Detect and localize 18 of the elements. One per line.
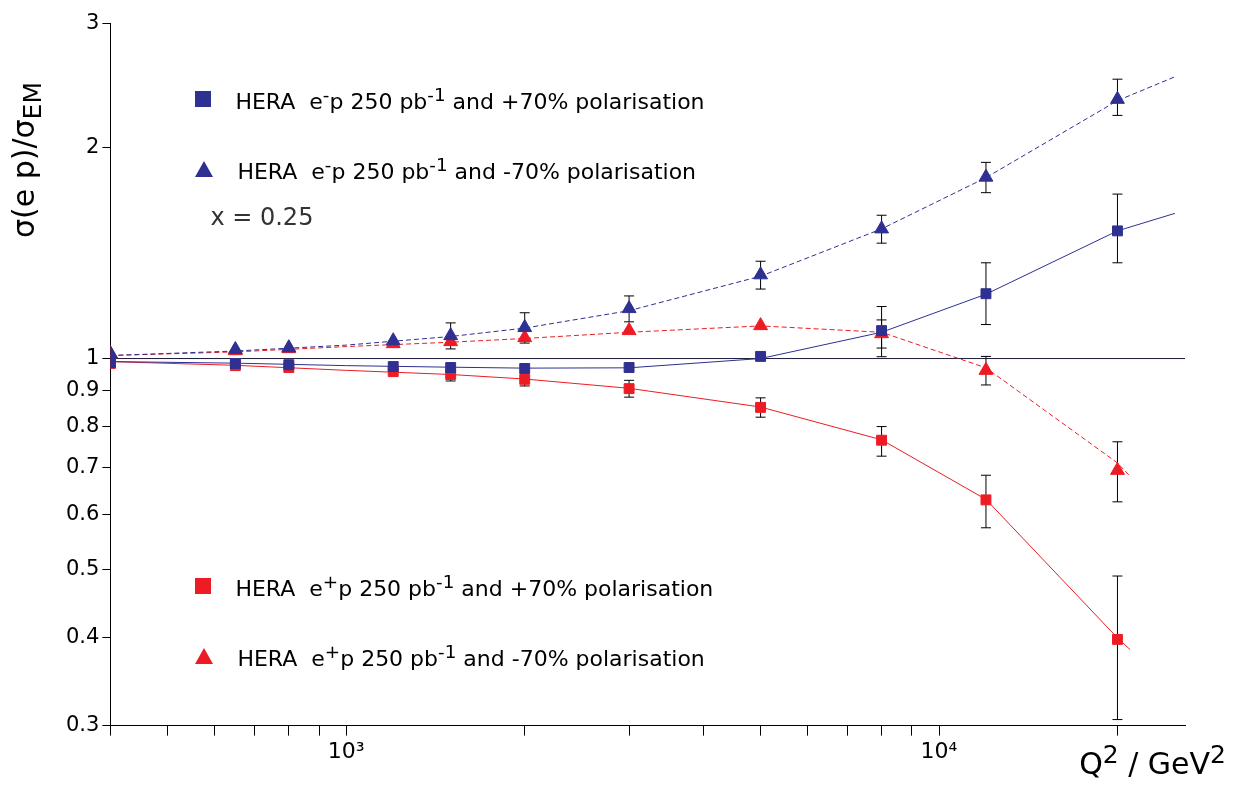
y-tick-label: 3 <box>86 10 100 35</box>
y-tick-label: 0.6 <box>65 500 100 525</box>
y-tick-label: 0.4 <box>65 624 100 649</box>
y-tick-label: 0.9 <box>65 377 100 402</box>
y-tick-label: 0.5 <box>65 556 100 581</box>
legend-label: HERA e$^{+}$p 250 pb$^{-1}$ and +70% polarisation <box>235 570 714 601</box>
y-tick-label: 0.7 <box>65 453 100 478</box>
legend-label: HERA e$^{-}$p 250 pb$^{-1}$ and -70% polarisation <box>237 153 697 184</box>
y-tick-label: 1 <box>86 344 100 369</box>
annotation: x = 0.25 <box>210 203 314 231</box>
legend-label: HERA e$^{-}$p 250 pb$^{-1}$ and +70% polarisation <box>235 83 705 114</box>
x-tick-label: 10³ <box>327 737 365 763</box>
x-axis-title: Q$^{2}$ / GeV$^{2}$ <box>1079 739 1226 781</box>
y-tick-label: 0.3 <box>65 712 100 737</box>
y-tick-label: 0.8 <box>65 413 100 438</box>
y-tick-label: 2 <box>86 133 100 158</box>
legend-label: HERA e$^{+}$p 250 pb$^{-1}$ and -70% polarisation <box>237 640 705 671</box>
x-tick-label: 10⁴ <box>920 737 958 763</box>
